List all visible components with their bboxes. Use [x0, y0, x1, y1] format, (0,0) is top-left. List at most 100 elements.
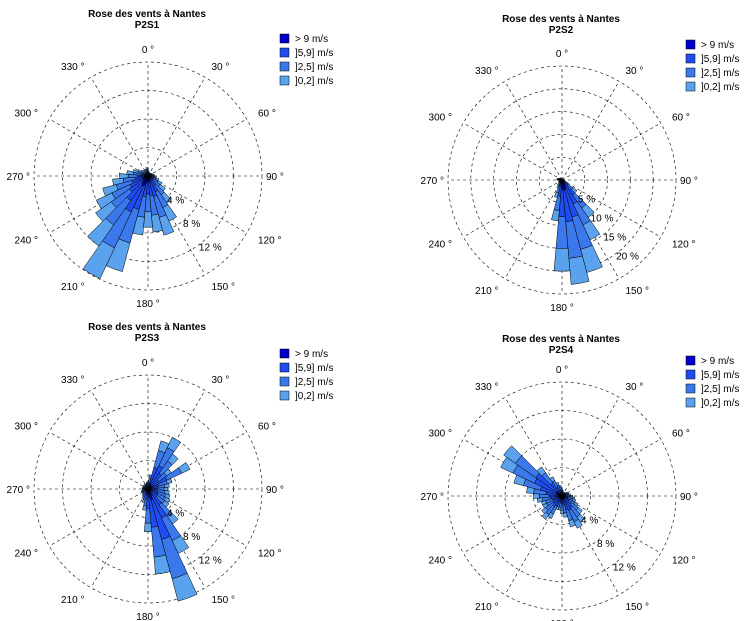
radial-tick-label: 4 % — [167, 195, 184, 206]
radial-tick-label: 12 % — [199, 556, 222, 567]
direction-label: 0 ° — [556, 365, 568, 376]
direction-label: 90 ° — [266, 485, 284, 496]
petal-segment — [142, 505, 147, 511]
petal-segment — [558, 485, 562, 489]
radial-tick-label: 8 % — [597, 539, 614, 550]
petal-segment — [541, 511, 550, 520]
direction-label: 180 ° — [550, 619, 573, 621]
legend-swatch — [685, 369, 696, 380]
petal-segment — [573, 518, 583, 529]
petal-segment — [148, 170, 150, 173]
petal-segment — [151, 213, 163, 233]
petal-segment — [144, 522, 152, 532]
petal-segment — [141, 498, 146, 504]
legend-entry: > 9 m/s — [295, 349, 328, 360]
grid-spoke — [561, 179, 661, 238]
legend-entry: ]2,5] m/s — [701, 68, 739, 79]
direction-label: 240 ° — [429, 556, 452, 567]
petal-segment — [137, 169, 142, 173]
direction-label: 150 ° — [212, 595, 235, 606]
grid-spoke — [49, 431, 149, 490]
petal-segment — [141, 493, 145, 497]
radial-tick-label: 20 % — [616, 251, 639, 262]
grid-spoke — [90, 390, 149, 490]
legend-entry: ]5,9] m/s — [701, 370, 739, 381]
legend-entry: ]0,2] m/s — [701, 82, 739, 93]
direction-label: 120 ° — [672, 240, 695, 251]
legend-swatch — [685, 397, 696, 408]
petal-segment — [126, 170, 134, 175]
legend-entry: ]0,2] m/s — [295, 391, 333, 402]
direction-label: 90 ° — [680, 492, 698, 503]
direction-label: 330 ° — [475, 66, 498, 77]
petal-segment — [541, 507, 549, 514]
petal-segment — [132, 169, 139, 174]
petal-segment — [82, 240, 115, 280]
direction-label: 120 ° — [258, 549, 281, 560]
direction-label: 30 ° — [626, 66, 644, 77]
petal-segment — [536, 466, 547, 477]
petal-segment — [153, 554, 171, 575]
grid-spoke — [463, 179, 563, 238]
direction-label: 30 ° — [212, 62, 230, 73]
petal-segment — [563, 512, 568, 518]
direction-label: 300 ° — [429, 113, 452, 124]
chart-title: Rose des vents à Nantes — [502, 334, 620, 345]
petal-segment — [555, 481, 560, 487]
grid-circle — [516, 134, 608, 226]
legend-entry: ]5,9] m/s — [295, 363, 333, 374]
legend-swatch — [279, 362, 290, 373]
petal-segment — [556, 183, 560, 186]
radial-tick-label: 12 % — [199, 243, 222, 254]
legend-entry: ]2,5] m/s — [295, 62, 333, 73]
petal-segment — [140, 490, 144, 493]
radial-tick-label: 5 % — [578, 195, 595, 206]
legend-swatch — [685, 67, 696, 78]
direction-label: 300 ° — [15, 109, 38, 120]
legend-entry: ]0,2] m/s — [701, 398, 739, 409]
petal-segment — [562, 490, 564, 492]
radial-tick-label: 4 % — [167, 508, 184, 519]
petal-segment — [165, 478, 173, 485]
direction-label: 180 ° — [550, 303, 573, 314]
direction-label: 150 ° — [626, 286, 649, 297]
direction-label: 270 ° — [421, 176, 444, 187]
grid-circle — [533, 467, 591, 525]
radial-tick-label: 8 % — [183, 219, 200, 230]
petal-segment — [557, 181, 560, 184]
legend-entry: ]2,5] m/s — [295, 377, 333, 388]
legend-entry: ]5,9] m/s — [701, 54, 739, 65]
direction-label: 210 ° — [61, 595, 84, 606]
legend-swatch — [279, 390, 290, 401]
petal-segment — [549, 476, 556, 483]
petal-segment — [553, 192, 559, 198]
grid-spoke — [49, 488, 149, 547]
grid-spoke — [504, 81, 563, 181]
legend-swatch — [685, 355, 696, 366]
legend-entry: > 9 m/s — [701, 356, 734, 367]
direction-label: 330 ° — [61, 62, 84, 73]
direction-label: 90 ° — [266, 172, 284, 183]
direction-label: 150 ° — [212, 282, 235, 293]
legend-entry: > 9 m/s — [701, 40, 734, 51]
direction-label: 150 ° — [626, 602, 649, 613]
direction-label: 240 ° — [15, 549, 38, 560]
petal-segment — [87, 217, 115, 247]
direction-label: 60 ° — [672, 113, 690, 124]
direction-label: 210 ° — [475, 602, 498, 613]
petal-segment — [166, 437, 182, 452]
direction-label: 0 ° — [142, 45, 154, 56]
grid-spoke — [561, 122, 661, 181]
legend-entry: ]2,5] m/s — [701, 384, 739, 395]
direction-label: 240 ° — [15, 236, 38, 247]
grid-spoke — [90, 77, 149, 177]
legend-swatch — [685, 81, 696, 92]
petal-segment — [112, 177, 125, 186]
petal-segment — [568, 255, 590, 285]
legend-swatch — [685, 53, 696, 64]
grid-spoke — [147, 118, 247, 177]
petal-segment — [551, 209, 560, 222]
direction-label: 270 ° — [421, 492, 444, 503]
grid-spoke — [561, 495, 661, 554]
